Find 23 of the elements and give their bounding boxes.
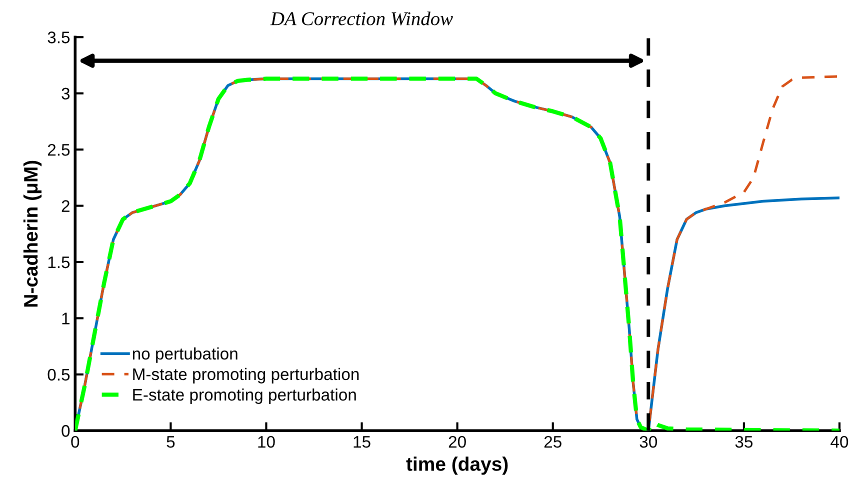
x-axis-title: time (days) bbox=[406, 456, 508, 475]
x-tick-label: 10 bbox=[258, 436, 275, 448]
y-axis-title: N-cadherin (μM) bbox=[23, 160, 42, 307]
x-tick-label: 0 bbox=[71, 436, 80, 448]
y-tick-label: 3.5 bbox=[48, 32, 70, 44]
x-tick-label: 5 bbox=[166, 436, 175, 448]
legend-label: E-state promoting perturbation bbox=[133, 388, 356, 404]
legend-label: M-state promoting perturbation bbox=[133, 368, 359, 384]
x-tick-label: 25 bbox=[544, 436, 562, 448]
legend-label: no pertubation bbox=[132, 347, 238, 363]
x-tick-label: 30 bbox=[640, 436, 658, 448]
y-tick-label: 3 bbox=[62, 88, 70, 100]
x-tick-label: 35 bbox=[735, 436, 753, 448]
y-tick-label: 0 bbox=[62, 425, 70, 437]
y-tick-label: 2 bbox=[62, 200, 70, 212]
text: DA Correction Window bbox=[270, 12, 453, 26]
y-tick-label: 0.5 bbox=[48, 368, 70, 381]
x-tick-label: 40 bbox=[830, 436, 848, 448]
x-tick-label: 15 bbox=[354, 436, 370, 448]
y-tick-label: 2.5 bbox=[48, 144, 70, 156]
y-tick-label: 1.5 bbox=[48, 256, 70, 268]
x-tick-label: 20 bbox=[448, 436, 466, 448]
y-tick-label: 1 bbox=[62, 312, 70, 324]
